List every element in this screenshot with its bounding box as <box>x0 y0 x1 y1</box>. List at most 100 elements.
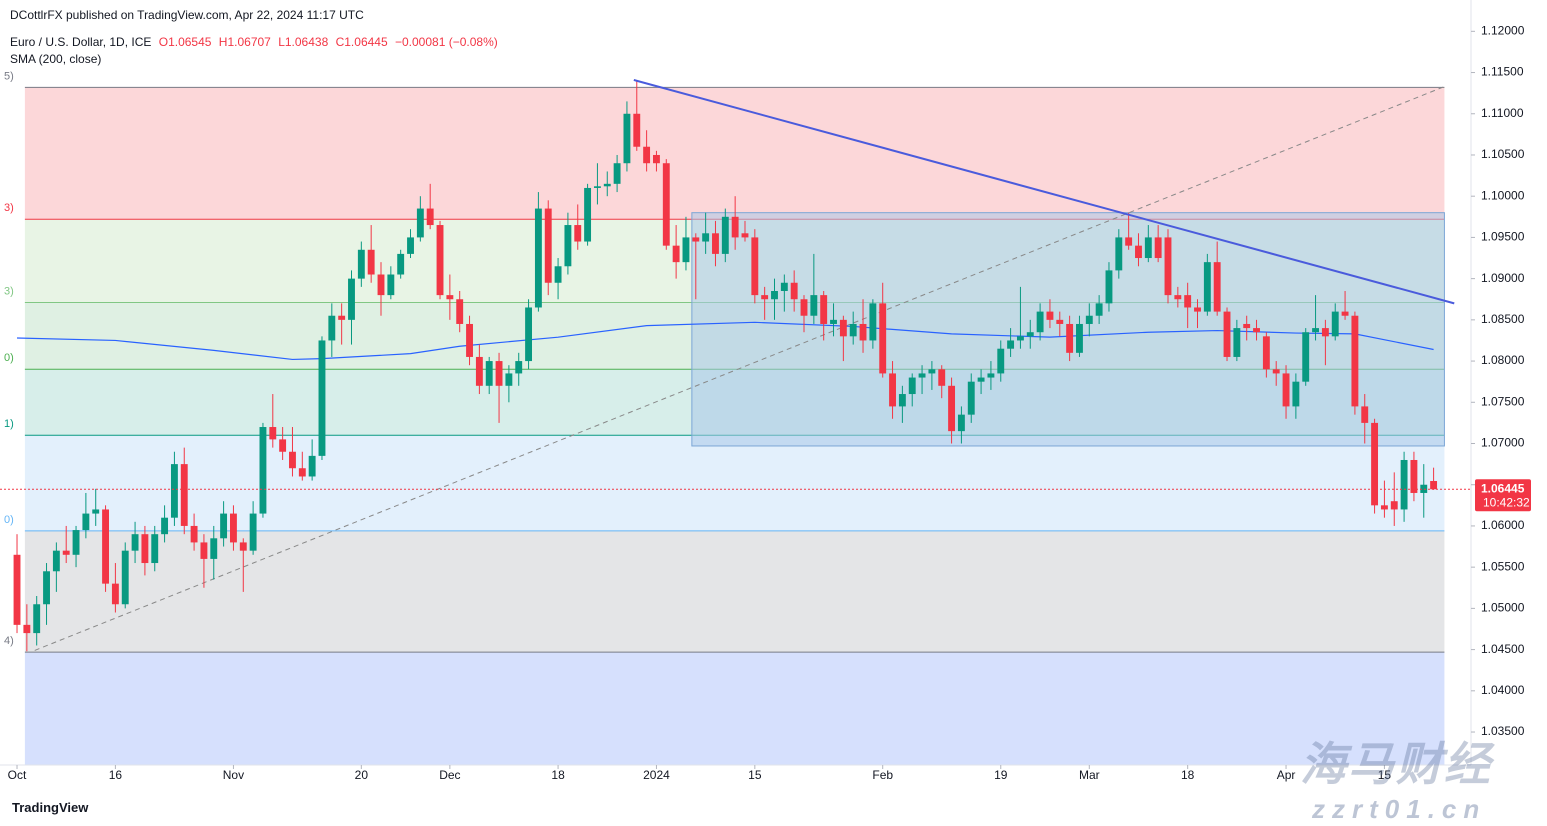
candle-body <box>1331 311 1339 337</box>
x-tick-label: Feb <box>872 768 893 782</box>
fib-label: 4) <box>4 635 14 647</box>
candle-body <box>72 530 80 555</box>
candle-body <box>1095 303 1103 316</box>
candle-body <box>308 455 316 477</box>
last-price-box <box>1475 479 1531 512</box>
candle-body <box>997 348 1005 374</box>
x-tick-label: 18 <box>1181 768 1195 782</box>
candle-body <box>151 534 159 564</box>
candle-body <box>131 534 139 551</box>
x-tick-label: 15 <box>748 768 762 782</box>
candle-body <box>633 113 641 147</box>
candle-body <box>672 245 680 263</box>
candle-body <box>348 278 355 320</box>
candle-body <box>810 295 818 316</box>
candle-body <box>1184 295 1192 308</box>
candle-body <box>1312 328 1319 333</box>
x-tick-label: 15 <box>1378 768 1392 782</box>
indicator-label: SMA (200, close) <box>10 52 102 66</box>
x-tick-label: Dec <box>439 768 460 782</box>
candle-body <box>466 323 473 357</box>
brand: TradingView <box>12 800 89 815</box>
candle-body <box>200 542 208 559</box>
candle-body <box>161 517 169 535</box>
candle-body <box>967 381 975 415</box>
candle-body <box>859 323 867 341</box>
y-tick-label: 1.12000 <box>1481 23 1525 37</box>
candle-body <box>259 427 267 514</box>
candle-body <box>1341 311 1349 316</box>
candle-body <box>1400 459 1408 510</box>
candle-body <box>475 356 483 386</box>
candle-body <box>1085 315 1093 324</box>
candle-body <box>102 509 109 584</box>
candle-body <box>1203 262 1211 312</box>
candle-body <box>593 186 601 188</box>
candle-body <box>741 233 749 238</box>
candle-body <box>938 369 946 386</box>
y-tick-label: 1.08500 <box>1481 312 1525 326</box>
fib-label: 3) <box>4 202 14 214</box>
candle-body <box>574 225 582 242</box>
candle-body <box>1351 315 1359 407</box>
y-tick-label: 1.10500 <box>1481 147 1525 161</box>
candle-body <box>898 394 906 407</box>
candle-body <box>957 414 965 432</box>
y-tick-label: 1.04000 <box>1481 683 1525 697</box>
candle-body <box>298 468 306 477</box>
candle-body <box>515 361 523 374</box>
candle-body <box>1164 237 1172 296</box>
x-tick-label: 20 <box>355 768 369 782</box>
published-line: DCottlrFX published on TradingView.com, … <box>10 8 364 22</box>
candle-body <box>603 183 611 187</box>
symbol: Euro / U.S. Dollar, 1D, ICE <box>10 35 152 49</box>
fib-band <box>24 435 1445 531</box>
x-tick-label: Oct <box>8 768 27 782</box>
candle-body <box>239 542 247 551</box>
y-tick-label: 1.09500 <box>1481 230 1525 244</box>
candle-body <box>92 509 100 514</box>
candle-body <box>269 427 277 440</box>
x-tick-label: 16 <box>109 768 123 782</box>
x-tick-label: 18 <box>551 768 565 782</box>
candle-body <box>229 513 237 543</box>
candle-body <box>220 513 228 539</box>
candle-body <box>702 233 710 242</box>
candle-body <box>1380 505 1388 510</box>
y-tick-label: 1.07000 <box>1481 436 1525 450</box>
candle-body <box>318 340 326 456</box>
candle-body <box>23 624 31 634</box>
x-tick-label: Apr <box>1277 768 1296 782</box>
candle-body <box>869 303 877 341</box>
trend-line <box>633 78 1455 305</box>
candle-body <box>170 464 178 518</box>
candle-body <box>505 373 513 386</box>
candle-body <box>1243 323 1251 329</box>
candle-body <box>682 237 690 263</box>
candle-body <box>1056 319 1064 324</box>
candle-body <box>1154 237 1162 259</box>
candle-body <box>407 237 414 254</box>
candle-body <box>328 315 336 341</box>
fib-band <box>24 530 1445 653</box>
symbol-line: Euro / U.S. Dollar, 1D, ICE O1.06545 H1.… <box>10 35 502 49</box>
candle-body <box>790 282 798 300</box>
y-tick-label: 1.10000 <box>1481 188 1525 202</box>
candle-body <box>1046 311 1054 320</box>
fib-band <box>24 652 1445 765</box>
fib-label: 0) <box>4 352 14 364</box>
candle-body <box>1282 373 1290 407</box>
candle-body <box>1026 332 1034 337</box>
candle-body <box>210 538 218 559</box>
last-price-label: 1.06445 <box>1481 481 1525 495</box>
candle-body <box>180 464 188 526</box>
candle-body <box>1371 422 1379 506</box>
candle-body <box>446 295 454 300</box>
candle-body <box>249 513 257 551</box>
y-tick-label: 1.06000 <box>1481 518 1525 532</box>
candle-body <box>1233 328 1241 357</box>
candle-body <box>525 307 533 362</box>
candle-body <box>377 274 385 296</box>
